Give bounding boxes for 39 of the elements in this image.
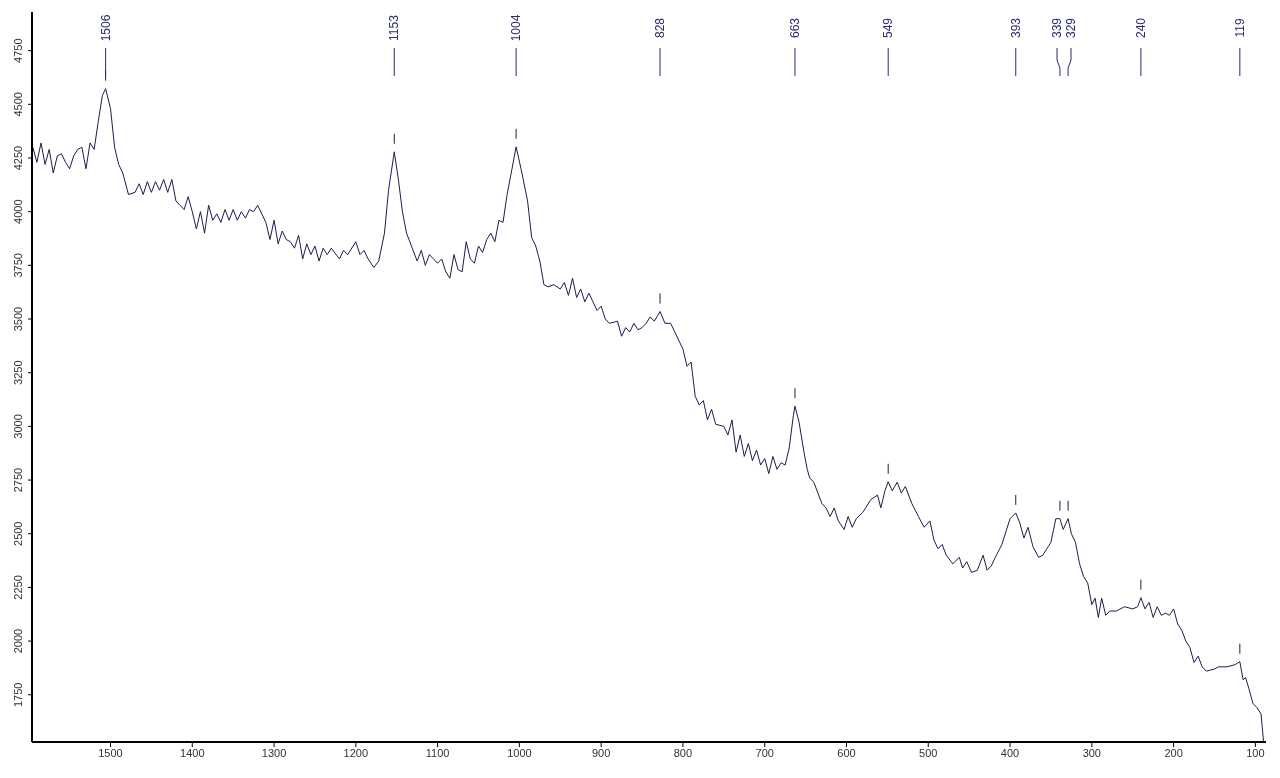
x-tick-label: 1400 [180,746,205,759]
y-tick-label: 1750 [12,682,24,708]
y-tick-label: 2750 [12,467,24,493]
annotation: 393 [1008,17,1023,39]
annotation: 240 [1133,17,1148,39]
y-tick-label: 3750 [12,253,24,278]
annotation: 119 [1232,18,1247,38]
x-tick-label: 1100 [425,746,450,759]
y-tick-label: 4000 [12,199,24,224]
y-tick-label: 3000 [12,414,24,439]
x-tick-label: 400 [1000,746,1020,759]
y-tick-label: 4250 [12,145,24,171]
y-tick-label: 2000 [12,628,24,654]
y-tick-label: 4750 [12,38,24,63]
annotation: 1004 [509,14,524,42]
annotation: 329 [1064,17,1079,39]
annotation: 1506 [98,14,113,42]
annotation: 1153 [387,14,402,41]
x-tick-label: 500 [919,746,938,759]
y-tick-label: 3500 [12,306,24,332]
x-tick-label: 1300 [261,746,287,759]
y-tick-label: 2250 [12,575,24,600]
x-tick-label: 300 [1082,746,1101,759]
x-tick-label: 1200 [343,746,369,759]
y-tick-label: 2500 [12,521,24,546]
x-tick-label: 900 [591,746,611,759]
x-tick-label: 1000 [507,746,532,759]
x-tick-label: 200 [1164,746,1183,759]
annotation: 828 [653,17,668,39]
annotation: 549 [881,17,896,39]
annotation: 339 [1050,17,1065,39]
x-tick-label: 700 [755,746,774,759]
x-tick-label: 800 [673,746,693,759]
annotation: 663 [787,17,802,39]
x-tick-label: 600 [837,746,856,759]
y-tick-label: 4500 [12,92,24,117]
x-tick-label: 1500 [98,746,123,759]
y-tick-label: 3250 [12,360,24,385]
x-tick-label: 100 [1246,746,1265,759]
